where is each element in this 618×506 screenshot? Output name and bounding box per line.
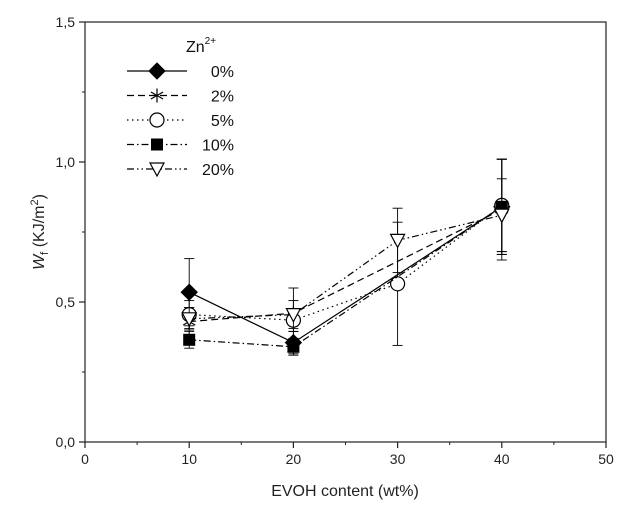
series-line — [189, 214, 502, 320]
legend-title-sup: 2+ — [205, 36, 217, 47]
y-axis-title-unit: (KJ/m — [31, 206, 48, 252]
marker-diamond — [148, 62, 166, 80]
y-axis-title-unit-suffix: ) — [31, 194, 48, 199]
x-axis-ticks: 0 10 20 30 40 50 — [81, 442, 614, 467]
legend-label: 5% — [211, 113, 234, 130]
y-axis-title-subscript: f — [39, 251, 51, 255]
series-20pct — [181, 178, 510, 331]
y-axis-title-unit-sup: 2 — [29, 199, 41, 205]
y-tick-label: 0,5 — [56, 294, 76, 310]
series-10pct — [183, 158, 508, 356]
marker-triangle-down — [285, 308, 302, 323]
marker-square — [151, 138, 163, 151]
legend-label: 10% — [202, 138, 234, 155]
series-layer — [180, 158, 511, 356]
legend-title: Zn2+ — [186, 36, 216, 56]
marker-triangle-down — [493, 208, 510, 224]
marker-diamond — [180, 283, 198, 301]
series-0pct — [180, 158, 511, 355]
series-2pct — [182, 158, 509, 339]
marker-circle — [149, 112, 165, 128]
x-axis-title: EVOH content (wt%) — [271, 483, 419, 500]
legend-entry-2pct: 2% — [127, 88, 234, 106]
y-axis-title: Wf (KJ/m2) — [29, 194, 51, 270]
marker-asterisk — [150, 88, 164, 103]
legend-title-main: Zn — [186, 39, 205, 56]
plot-frame — [84, 21, 607, 443]
marker-asterisk-stroke — [150, 91, 164, 100]
y-axis-title-main: W — [31, 253, 48, 270]
x-tick-label: 10 — [181, 451, 197, 467]
legend: Zn2+ 0% 2% 5% 10% 20% — [127, 36, 234, 179]
legend-entry-20pct: 20% — [127, 162, 234, 179]
marker-triangle-down — [181, 312, 198, 328]
marker-triangle-down — [148, 162, 166, 178]
y-tick-label: 1,5 — [56, 14, 76, 30]
marker-triangle-down — [389, 233, 406, 249]
x-tick-label: 40 — [494, 451, 510, 467]
y-axis-ticks: 0,0 0,5 1,0 1,5 — [56, 14, 85, 450]
legend-label: 2% — [211, 89, 234, 106]
x-tick-label: 0 — [81, 451, 89, 467]
legend-label: 20% — [202, 162, 234, 179]
legend-entry-10pct: 10% — [127, 138, 234, 155]
y-tick-label: 1,0 — [56, 154, 76, 170]
x-tick-label: 50 — [598, 451, 614, 467]
series-line — [188, 206, 503, 344]
x-tick-label: 20 — [286, 451, 302, 467]
marker-square — [183, 333, 196, 346]
legend-label: 0% — [211, 64, 234, 81]
x-tick-label: 30 — [390, 451, 406, 467]
series-line — [189, 204, 503, 321]
series-line — [189, 206, 503, 348]
marker-circle — [390, 276, 406, 292]
legend-entry-5pct: 5% — [127, 112, 234, 130]
legend-entry-0pct: 0% — [127, 62, 234, 81]
marker-square — [287, 340, 300, 353]
y-tick-label: 0,0 — [56, 434, 76, 450]
